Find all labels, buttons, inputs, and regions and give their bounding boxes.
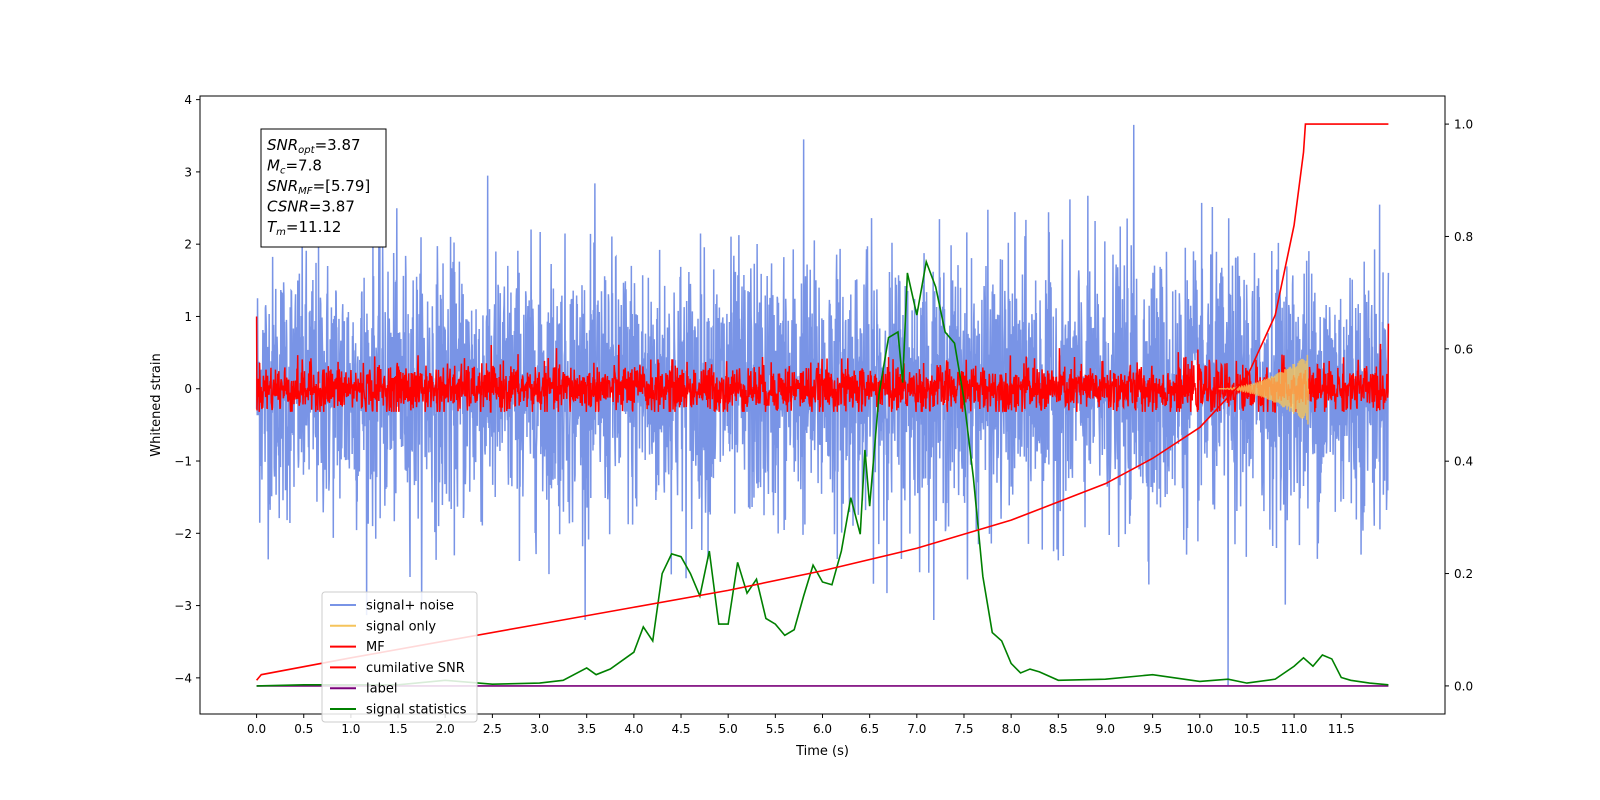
y-right-tick-label: 0.4 (1454, 455, 1473, 469)
legend-frame (321, 591, 478, 723)
x-tick-label: 2.5 (483, 722, 502, 736)
legend-entry-label: label (366, 682, 397, 697)
annotation-symbol: SNR (267, 177, 298, 195)
legend-entry-label: cumilative SNR (366, 661, 465, 676)
y-left-tick-label: −3 (174, 599, 192, 613)
annotation-value: =3.87 (315, 136, 361, 154)
legend-entry-label: signal+ noise (366, 599, 454, 614)
x-tick-label: 9.5 (1143, 722, 1162, 736)
y-axis-label: Whitened strain (149, 353, 164, 456)
x-tick-label: 1.0 (341, 722, 360, 736)
x-tick-label: 7.0 (907, 722, 926, 736)
x-tick-label: 6.0 (813, 722, 832, 736)
y-left-tick-label: −2 (174, 527, 192, 541)
series-signal-statistics-line (256, 258, 1389, 687)
annotation-subscript: c (280, 166, 286, 177)
y-axis-right: 1.0 0.8 0.6 0.4 0.2 0.0 (1445, 118, 1473, 693)
x-tick-label: 1.5 (389, 722, 408, 736)
annotation-line: Mc=7.8 (267, 157, 322, 177)
x-axis-label: Time (s) (795, 744, 849, 759)
y-right-tick-label: 0.6 (1454, 342, 1473, 356)
y-left-tick-label: −1 (174, 455, 192, 469)
x-tick-label: 5.5 (766, 722, 785, 736)
x-tick-label: 6.5 (860, 722, 879, 736)
annotation-line: SNRopt=3.87 (267, 136, 361, 156)
x-tick-label: 5.0 (719, 722, 738, 736)
x-tick-label: 7.5 (954, 722, 973, 736)
legend-entry-label: signal statistics (366, 703, 467, 718)
annotation-subscript: opt (298, 145, 315, 156)
x-tick-label: 8.5 (1049, 722, 1068, 736)
annotation-symbol: T (267, 218, 278, 236)
x-tick-label: 8.0 (1002, 722, 1021, 736)
x-tick-label: 11.0 (1281, 722, 1308, 736)
x-tick-label: 0.5 (294, 722, 313, 736)
legend: signal+ noise signal only MF cumilative SNR… (321, 591, 478, 723)
x-tick-label: 4.5 (671, 722, 690, 736)
x-tick-label: 10.0 (1186, 722, 1213, 736)
annotation-value: =7.8 (285, 157, 321, 175)
legend-entry-label: signal only (366, 619, 436, 634)
x-tick-label: 11.5 (1328, 722, 1355, 736)
series-mf-line (255, 316, 1390, 413)
x-tick-label: 3.5 (577, 722, 596, 736)
y-right-tick-label: 0.0 (1454, 679, 1473, 693)
annotation-symbol: CSNR (267, 198, 309, 216)
annotation-value: =11.12 (286, 218, 342, 236)
annotation-line: Tm=11.12 (267, 218, 341, 238)
x-tick-label: 3.0 (530, 722, 549, 736)
annotation-value: =3.87 (309, 198, 355, 216)
x-tick-label: 4.0 (624, 722, 643, 736)
x-axis: 0.0 0.5 1.0 1.5 2.0 2.5 3.0 3.5 4.0 4.5 5.0 5.5 6.0 6… (247, 714, 1355, 736)
y-left-tick-label: 0 (184, 382, 192, 396)
annotation-symbol: SNR (267, 136, 298, 154)
annotation-value: =[5.79] (313, 177, 371, 195)
stats-annotation-box: SNRopt=3.87Mc=7.8SNRMF=[5.79]CSNR=3.87Tm… (260, 128, 387, 248)
annotation-frame (260, 128, 387, 248)
y-right-tick-label: 0.8 (1454, 230, 1473, 244)
y-right-tick-label: 1.0 (1454, 118, 1473, 132)
x-tick-label: 0.0 (247, 722, 266, 736)
y-left-tick-label: 3 (184, 165, 192, 179)
x-tick-label: 10.5 (1234, 722, 1261, 736)
annotation-line: CSNR=3.87 (267, 198, 355, 216)
annotation-line: SNRMF=[5.79] (267, 177, 370, 197)
y-left-tick-label: 1 (184, 310, 192, 324)
annotation-subscript: m (276, 227, 286, 238)
y-left-tick-label: 4 (184, 93, 192, 107)
annotation-symbol: M (267, 157, 280, 175)
y-axis-left: 4 3 2 1 0 −1 −2 −3 −4 (174, 93, 200, 685)
x-tick-label: 2.0 (436, 722, 455, 736)
y-left-tick-label: −4 (174, 671, 192, 685)
y-left-tick-label: 2 (184, 238, 192, 252)
legend-entry-label: MF (366, 640, 385, 655)
y-right-tick-label: 0.2 (1454, 567, 1473, 581)
annotation-subscript: MF (298, 186, 313, 197)
series-signal-only-line (1218, 354, 1309, 425)
x-tick-label: 9.0 (1096, 722, 1115, 736)
